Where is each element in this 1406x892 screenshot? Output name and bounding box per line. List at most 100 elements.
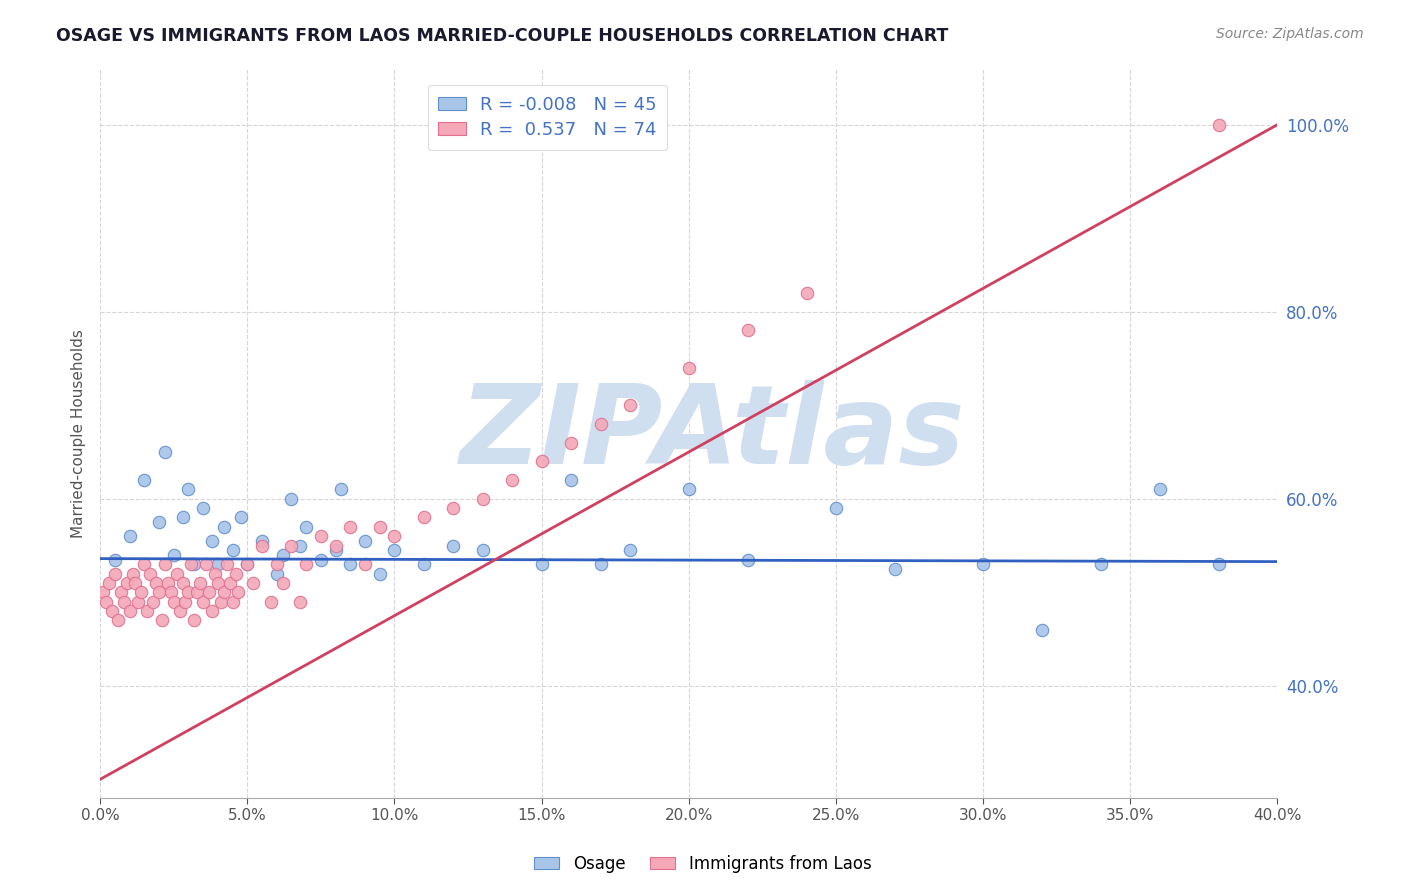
Point [225, 566, 247, 581]
Point [290, 594, 312, 608]
Point [228, 585, 250, 599]
Point [530, 558, 553, 572]
Point [145, 576, 167, 591]
Point [207, 558, 229, 572]
Point [212, 585, 235, 599]
Point [163, 548, 186, 562]
Point [236, 558, 259, 572]
Point [250, 539, 273, 553]
Point [619, 398, 641, 412]
Point [118, 604, 141, 618]
Point [174, 594, 197, 608]
Point [207, 576, 229, 591]
Legend: Osage, Immigrants from Laos: Osage, Immigrants from Laos [527, 848, 879, 880]
Legend: R = -0.008   N = 45, R =  0.537   N = 74: R = -0.008 N = 45, R = 0.537 N = 74 [427, 85, 668, 150]
Point [124, 576, 146, 591]
Point [266, 558, 288, 572]
Point [148, 585, 170, 599]
Point [159, 585, 181, 599]
Point [560, 473, 582, 487]
Y-axis label: Married-couple Households: Married-couple Households [72, 329, 86, 538]
Point [384, 543, 406, 558]
Point [883, 562, 905, 576]
Point [384, 529, 406, 543]
Point [183, 558, 205, 572]
Point [195, 558, 218, 572]
Point [127, 594, 149, 608]
Point [737, 552, 759, 566]
Point [142, 594, 165, 608]
Point [139, 566, 162, 581]
Point [560, 435, 582, 450]
Point [231, 510, 253, 524]
Point [1031, 623, 1053, 637]
Point [101, 604, 124, 618]
Point [368, 520, 391, 534]
Text: Source: ZipAtlas.com: Source: ZipAtlas.com [1216, 27, 1364, 41]
Point [153, 445, 176, 459]
Point [191, 501, 214, 516]
Point [172, 576, 194, 591]
Point [501, 473, 523, 487]
Point [169, 604, 191, 618]
Point [166, 566, 188, 581]
Point [530, 454, 553, 468]
Point [186, 585, 208, 599]
Point [589, 417, 612, 431]
Text: OSAGE VS IMMIGRANTS FROM LAOS MARRIED-COUPLE HOUSEHOLDS CORRELATION CHART: OSAGE VS IMMIGRANTS FROM LAOS MARRIED-CO… [56, 27, 949, 45]
Point [107, 613, 129, 627]
Point [218, 576, 240, 591]
Point [134, 473, 156, 487]
Point [136, 604, 159, 618]
Point [260, 594, 283, 608]
Point [678, 360, 700, 375]
Point [172, 510, 194, 524]
Point [309, 529, 332, 543]
Point [825, 501, 848, 516]
Text: ZIPAtlas: ZIPAtlas [460, 380, 965, 487]
Point [183, 613, 205, 627]
Point [104, 552, 127, 566]
Point [309, 552, 332, 566]
Point [354, 558, 377, 572]
Point [250, 533, 273, 548]
Point [1090, 558, 1112, 572]
Point [163, 594, 186, 608]
Point [188, 576, 211, 591]
Point [110, 585, 132, 599]
Point [339, 558, 361, 572]
Point [325, 543, 347, 558]
Point [271, 548, 294, 562]
Point [150, 613, 173, 627]
Point [236, 558, 259, 572]
Point [280, 539, 302, 553]
Point [619, 543, 641, 558]
Point [330, 483, 353, 497]
Point [796, 285, 818, 300]
Point [177, 483, 200, 497]
Point [339, 520, 361, 534]
Point [368, 566, 391, 581]
Point [271, 576, 294, 591]
Point [221, 594, 243, 608]
Point [295, 558, 318, 572]
Point [412, 510, 434, 524]
Point [412, 558, 434, 572]
Point [153, 558, 176, 572]
Point [121, 566, 143, 581]
Point [1149, 483, 1171, 497]
Point [134, 558, 156, 572]
Point [1208, 118, 1230, 132]
Point [280, 491, 302, 506]
Point [97, 576, 120, 591]
Point [156, 576, 179, 591]
Point [131, 585, 153, 599]
Point [972, 558, 994, 572]
Point [1208, 558, 1230, 572]
Point [104, 566, 127, 581]
Point [209, 594, 232, 608]
Point [290, 539, 312, 553]
Point [212, 520, 235, 534]
Point [94, 594, 117, 608]
Point [118, 529, 141, 543]
